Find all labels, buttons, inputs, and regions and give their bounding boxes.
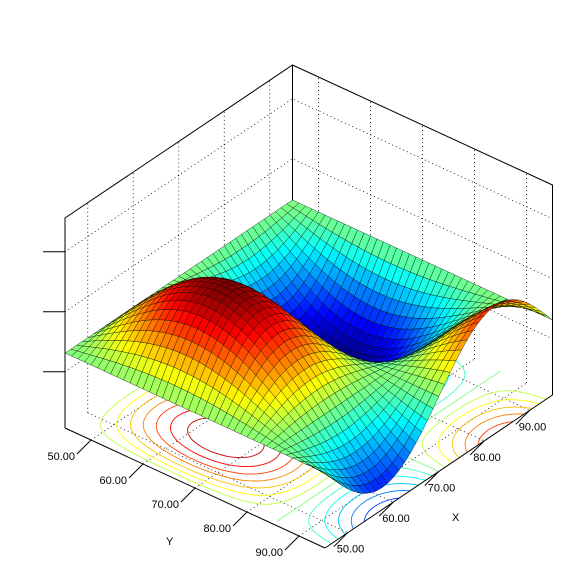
x-tick (515, 409, 531, 425)
surface-cell (540, 313, 553, 321)
axis-ticks: 50.00 60.00 70.00 80.00 90.00 50.00 60.00 70.00… (47, 409, 547, 559)
y-tick-label: 50.00 (47, 451, 75, 463)
y-tick (232, 511, 248, 527)
y-tick-label: 80.00 (203, 523, 231, 535)
y-tick (76, 439, 92, 455)
y-tick (284, 535, 300, 551)
floor-grid-y (298, 382, 527, 537)
x-tick-label: 50.00 (337, 544, 365, 556)
x-axis-title: X (452, 512, 460, 524)
surface-cell (318, 469, 331, 478)
x-tick-label: 70.00 (428, 483, 456, 495)
x-tick-label: 80.00 (473, 452, 501, 464)
surface-mesh (64, 199, 553, 494)
y-tick-label: 60.00 (99, 475, 127, 487)
x-tick (469, 440, 485, 456)
y-tick (128, 463, 144, 479)
x-tick (378, 501, 394, 517)
x-tick (333, 532, 349, 548)
y-tick-label: 90.00 (255, 547, 283, 559)
x-tick-label: 60.00 (382, 513, 410, 525)
y-tick (180, 487, 196, 503)
y-axis-title: Y (166, 536, 174, 548)
y-tick-label: 70.00 (151, 499, 179, 511)
x-tick-label: 90.00 (519, 421, 547, 433)
x-tick (424, 471, 440, 486)
